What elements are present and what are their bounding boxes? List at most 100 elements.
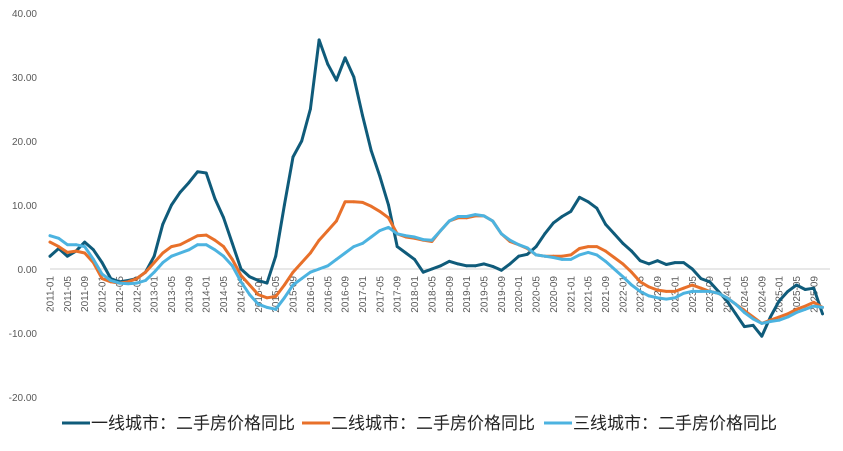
data-point — [821, 306, 824, 309]
data-point — [699, 286, 703, 290]
data-point — [83, 240, 87, 244]
data-point — [751, 317, 755, 321]
data-point — [378, 229, 382, 233]
data-point — [317, 267, 321, 271]
data-point — [213, 238, 217, 242]
data-point — [65, 243, 69, 247]
data-point — [552, 256, 555, 259]
data-point — [213, 248, 217, 252]
data-point — [57, 236, 61, 240]
data-point — [57, 245, 61, 249]
data-point — [447, 219, 451, 223]
data-point — [230, 258, 234, 261]
data-point — [682, 291, 686, 295]
data-point — [734, 302, 738, 306]
data-point — [144, 270, 147, 274]
data-point — [465, 215, 469, 218]
data-point — [161, 222, 165, 226]
data-point — [378, 174, 382, 178]
data-point — [187, 181, 191, 185]
data-point — [100, 272, 104, 276]
legend: 一线城市：二手房价格同比 二线城市：二手房价格同比 三线城市：二手房价格同比 — [62, 414, 777, 433]
x-tick-label: 2013-05 — [167, 276, 178, 313]
data-point — [387, 203, 390, 207]
data-point — [256, 293, 260, 296]
data-point — [803, 288, 807, 291]
data-point — [239, 274, 243, 277]
data-point — [178, 190, 182, 194]
data-point — [170, 203, 173, 207]
data-point — [196, 170, 199, 174]
data-point — [361, 242, 364, 245]
legend-label: 一线城市：二手房价格同比 — [91, 414, 295, 433]
data-point — [560, 254, 564, 258]
data-point — [326, 62, 330, 66]
data-point — [413, 235, 416, 239]
data-point — [291, 283, 295, 287]
data-point — [595, 253, 599, 257]
data-point — [152, 261, 156, 264]
data-point — [282, 283, 286, 287]
data-point — [708, 280, 712, 284]
data-point — [92, 258, 95, 261]
data-point — [413, 258, 416, 261]
data-point — [482, 214, 486, 218]
x-tick-label: 2016-05 — [323, 276, 334, 313]
data-point — [656, 296, 659, 300]
data-point — [795, 307, 798, 311]
data-point — [361, 114, 364, 117]
data-point — [144, 279, 147, 282]
data-point — [508, 262, 512, 266]
data-point — [708, 290, 712, 293]
x-tick-label: 2025-01 — [775, 276, 786, 313]
data-point — [543, 254, 547, 258]
data-point — [743, 325, 746, 328]
series-line-3 — [48, 213, 824, 325]
data-point — [343, 200, 347, 204]
data-point — [595, 206, 599, 210]
data-point — [473, 264, 477, 268]
data-point — [248, 283, 252, 287]
data-point — [291, 270, 295, 274]
data-point — [647, 294, 651, 298]
data-point — [421, 270, 425, 274]
data-point — [352, 75, 356, 79]
x-tick-label: 2020-09 — [549, 276, 560, 313]
data-point — [395, 245, 399, 249]
data-point — [656, 288, 659, 292]
data-point — [222, 254, 226, 258]
data-point — [309, 107, 312, 111]
x-tick-label: 2016-01 — [306, 276, 317, 313]
data-point — [100, 277, 104, 280]
data-point — [786, 312, 790, 316]
data-point — [126, 282, 130, 286]
data-point — [335, 258, 338, 261]
data-point — [335, 78, 338, 82]
data-point — [621, 275, 625, 279]
data-point — [369, 204, 373, 208]
data-point — [274, 307, 278, 311]
data-point — [690, 283, 694, 287]
x-tick-label: 2023-05 — [688, 276, 699, 313]
data-point — [204, 233, 208, 237]
data-point — [196, 234, 199, 238]
data-point — [213, 197, 217, 201]
data-point — [569, 210, 573, 213]
data-point — [630, 249, 633, 253]
x-tick-label: 2012-01 — [98, 276, 109, 313]
data-point — [152, 254, 156, 258]
data-point — [239, 280, 243, 284]
y-tick-label: 30.00 — [12, 73, 37, 84]
data-point — [517, 254, 521, 258]
data-point — [526, 246, 529, 250]
data-point — [404, 234, 408, 238]
data-point — [604, 249, 607, 253]
data-point — [274, 295, 278, 298]
data-point — [274, 254, 278, 258]
x-tick-label: 2019-09 — [497, 276, 508, 313]
y-tick-label: -20.00 — [9, 393, 38, 404]
data-point — [265, 281, 269, 285]
data-point — [387, 216, 390, 220]
x-tick-label: 2014-09 — [236, 276, 247, 313]
